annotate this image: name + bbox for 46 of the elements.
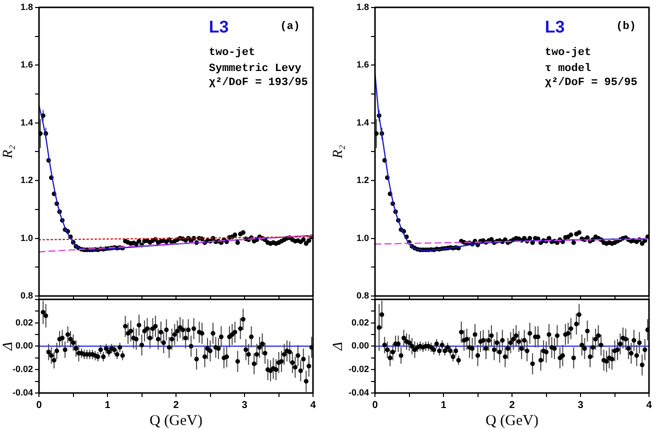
annotation: (b) xyxy=(616,20,636,33)
y-tick-label: 1.2 xyxy=(20,175,33,186)
x-axis-title: Q (GeV) xyxy=(150,412,202,429)
y-tick-label: 0.8 xyxy=(20,290,33,300)
y-tick-label: 1.8 xyxy=(20,2,33,12)
x-axis-title: Q (GeV) xyxy=(486,412,538,429)
y-tick-label: 1.8 xyxy=(356,2,369,12)
y-tick-label: 0.02 xyxy=(351,317,369,328)
annotation: two-jet xyxy=(208,46,256,59)
annotation: χ²/DoF = 95/95 xyxy=(544,77,638,90)
y-tick-label: -0.04 xyxy=(348,387,369,398)
y-axis-title: Δ xyxy=(1,342,16,352)
y-tick-label: 0.00 xyxy=(15,340,33,351)
y-axis-title: R₂ xyxy=(331,144,346,160)
y-tick-label: 1.4 xyxy=(356,117,369,128)
y-tick-label: 1.6 xyxy=(356,60,369,70)
x-tick-label: 3 xyxy=(578,400,584,411)
y-tick-label: 1.2 xyxy=(356,175,369,186)
x-tick-label: 3 xyxy=(242,400,248,411)
x-tick-label: 2 xyxy=(509,400,516,411)
annotation: (a) xyxy=(280,20,300,33)
annotation: Symmetric Levy xyxy=(208,62,302,75)
x-tick-label: 0 xyxy=(372,400,378,411)
annotation: χ²/DoF = 193/95 xyxy=(208,77,308,90)
y-axis-title: Δ xyxy=(331,342,346,352)
y-tick-label: -0.04 xyxy=(12,387,33,398)
y-tick-label: 1.4 xyxy=(20,117,33,128)
x-tick-label: 4 xyxy=(646,400,652,411)
x-tick-label: 0 xyxy=(36,400,42,411)
y-tick-label: 0.00 xyxy=(351,340,369,351)
annotation: two-jet xyxy=(544,46,592,59)
x-tick-label: 1 xyxy=(440,400,447,411)
x-tick-label: 2 xyxy=(173,400,180,411)
y-axis-title: R₂ xyxy=(1,144,16,160)
x-tick-label: 4 xyxy=(310,400,316,411)
annotation: τ model xyxy=(544,62,592,75)
annotation: L3 xyxy=(544,17,565,36)
y-tick-label: 1.0 xyxy=(356,232,369,243)
x-tick-label: 1 xyxy=(104,400,111,411)
y-tick-label: -0.02 xyxy=(348,364,369,374)
y-tick-label: 1.6 xyxy=(20,60,33,70)
y-tick-label: -0.02 xyxy=(12,364,33,374)
annotation: L3 xyxy=(208,17,229,36)
y-tick-label: 0.8 xyxy=(356,290,369,300)
y-tick-label: 0.02 xyxy=(15,317,33,328)
y-tick-label: 1.0 xyxy=(20,232,33,243)
